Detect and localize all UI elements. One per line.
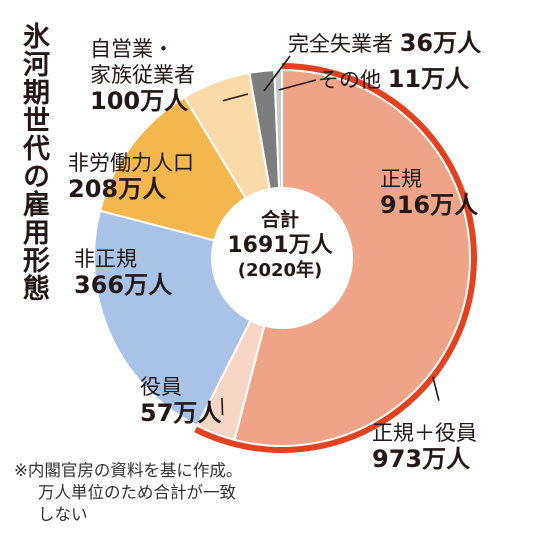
center-total: 合計 1691万人 (2020年)	[215, 208, 345, 283]
note-line: ※内閣官房の資料を基に作成。	[14, 461, 243, 480]
leader-unemployed	[263, 55, 291, 92]
total-caption: 合計	[260, 209, 299, 231]
leader-executive	[221, 397, 224, 416]
slice-label-other: その他 11万人	[318, 65, 470, 93]
leader-outer-arc	[432, 376, 440, 401]
pie-slice-6	[273, 68, 283, 190]
slice-label-executive: 役員 57万人	[140, 375, 222, 427]
leader-self-employed	[222, 93, 249, 102]
slice-label-non-regular: 非正規 366万人	[74, 247, 173, 299]
slice-label-unemployed: 完全失業者 36万人	[288, 29, 482, 57]
note-line: しない	[38, 505, 88, 524]
note-line: 万人単位のため合計が一致	[38, 483, 236, 502]
leader-other	[278, 79, 317, 91]
pie-slice-0	[233, 68, 471, 447]
slice-label-regular: 正規 916万人	[380, 167, 479, 219]
source-note: ※内閣官房の資料を基に作成。 万人単位のため合計が一致 しない	[14, 460, 242, 526]
total-value: 1691万人	[227, 233, 333, 258]
pie-slice-3	[98, 95, 248, 242]
outer-arc-label: 正規＋役員 973万人	[372, 421, 477, 473]
chart-title: 氷河期世代の雇用形態	[18, 22, 49, 302]
slice-label-not-in-labor-force: 非労働力人口 208万人	[68, 151, 194, 203]
slice-label-self-employed: 自営業・ 家族従業者 100万人	[90, 37, 195, 115]
pie-slice-2	[93, 209, 252, 428]
total-year: (2020年)	[237, 260, 323, 281]
